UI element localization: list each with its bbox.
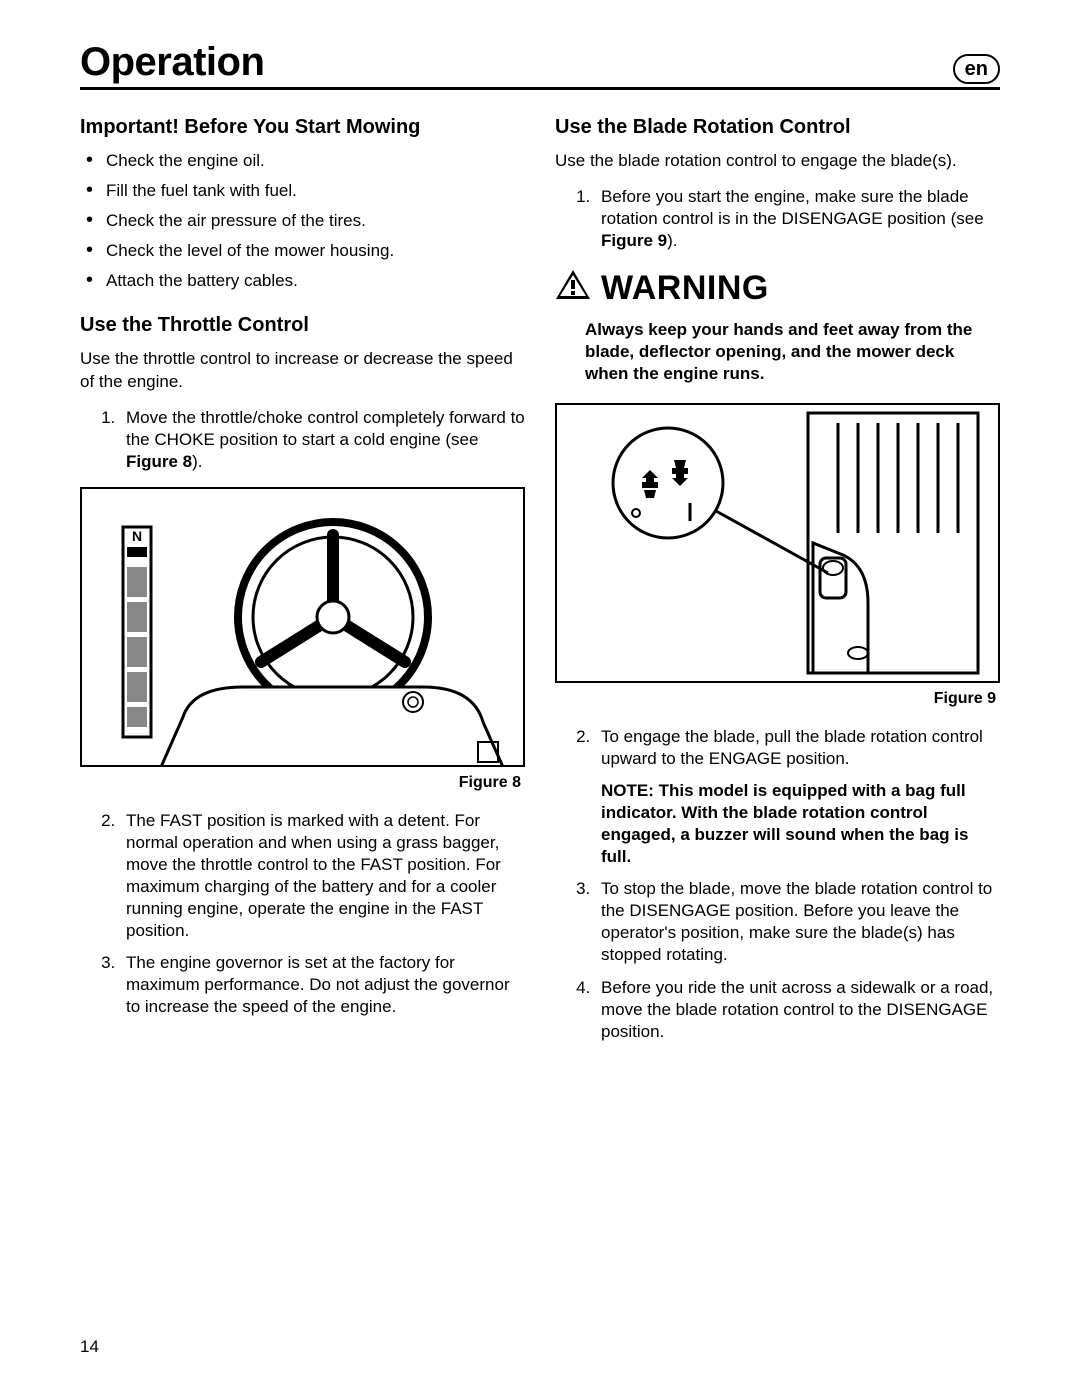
- language-badge: en: [953, 54, 1000, 84]
- list-item: Check the level of the mower housing.: [106, 240, 525, 262]
- list-item: Attach the battery cables.: [106, 270, 525, 292]
- blade-heading: Use the Blade Rotation Control: [555, 114, 1000, 140]
- list-item: To stop the blade, move the blade rotati…: [595, 878, 1000, 966]
- figure-9-box: [555, 403, 1000, 683]
- step-text: Move the throttle/choke control complete…: [126, 408, 525, 449]
- blade-intro: Use the blade rotation control to engage…: [555, 150, 1000, 172]
- note-block: NOTE: This model is equipped with a bag …: [601, 780, 1000, 868]
- svg-text:N: N: [131, 528, 141, 544]
- page-number: 14: [80, 1337, 99, 1357]
- list-item: The engine governor is set at the factor…: [120, 952, 525, 1018]
- page-title: Operation: [80, 40, 264, 85]
- blade-steps-a: Before you start the engine, make sure t…: [555, 186, 1000, 252]
- throttle-illustration: N: [83, 487, 523, 767]
- before-mowing-list: Check the engine oil. Fill the fuel tank…: [80, 150, 525, 292]
- step-text-end: ).: [192, 452, 202, 471]
- content-columns: Important! Before You Start Mowing Check…: [80, 108, 1000, 1057]
- list-item: Fill the fuel tank with fuel.: [106, 180, 525, 202]
- figure-8-caption: Figure 8: [80, 773, 521, 794]
- list-item: Before you ride the unit across a sidewa…: [595, 977, 1000, 1043]
- step-text: Before you start the engine, make sure t…: [601, 187, 984, 228]
- blade-control-illustration: [558, 403, 998, 683]
- throttle-heading: Use the Throttle Control: [80, 312, 525, 338]
- right-column: Use the Blade Rotation Control Use the b…: [555, 108, 1000, 1057]
- throttle-intro: Use the throttle control to increase or …: [80, 348, 525, 392]
- figure-8-box: N: [80, 487, 525, 767]
- throttle-steps-a: Move the throttle/choke control complete…: [80, 407, 525, 473]
- figure-ref: Figure 8: [126, 452, 192, 471]
- list-item: Check the air pressure of the tires.: [106, 210, 525, 232]
- list-item: To engage the blade, pull the blade rota…: [595, 726, 1000, 869]
- warning-icon: [555, 269, 591, 307]
- figure-ref: Figure 9: [601, 231, 667, 250]
- warning-label: WARNING: [601, 266, 769, 310]
- throttle-steps-b: The FAST position is marked with a deten…: [80, 810, 525, 1019]
- before-mowing-heading: Important! Before You Start Mowing: [80, 114, 525, 140]
- list-item: Move the throttle/choke control complete…: [120, 407, 525, 473]
- step-text-end: ).: [667, 231, 677, 250]
- list-item: Check the engine oil.: [106, 150, 525, 172]
- list-item: The FAST position is marked with a deten…: [120, 810, 525, 943]
- blade-steps-b: To engage the blade, pull the blade rota…: [555, 726, 1000, 1043]
- warning-header: WARNING: [555, 266, 1000, 310]
- figure-9-caption: Figure 9: [555, 689, 996, 710]
- step-text: To engage the blade, pull the blade rota…: [601, 727, 983, 768]
- warning-body: Always keep your hands and feet away fro…: [585, 319, 1000, 385]
- left-column: Important! Before You Start Mowing Check…: [80, 108, 525, 1057]
- page-header: Operation en: [80, 40, 1000, 90]
- list-item: Before you start the engine, make sure t…: [595, 186, 1000, 252]
